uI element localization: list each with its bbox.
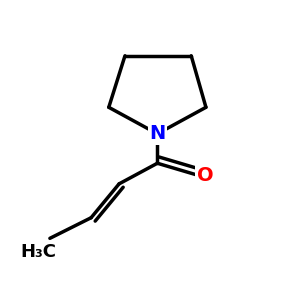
Text: O: O (197, 166, 214, 184)
Text: H₃C: H₃C (20, 243, 56, 261)
Text: N: N (149, 124, 166, 143)
